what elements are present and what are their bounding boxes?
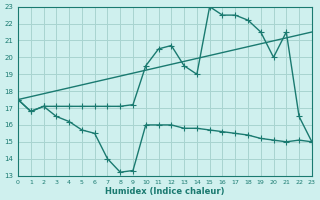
X-axis label: Humidex (Indice chaleur): Humidex (Indice chaleur): [105, 187, 225, 196]
